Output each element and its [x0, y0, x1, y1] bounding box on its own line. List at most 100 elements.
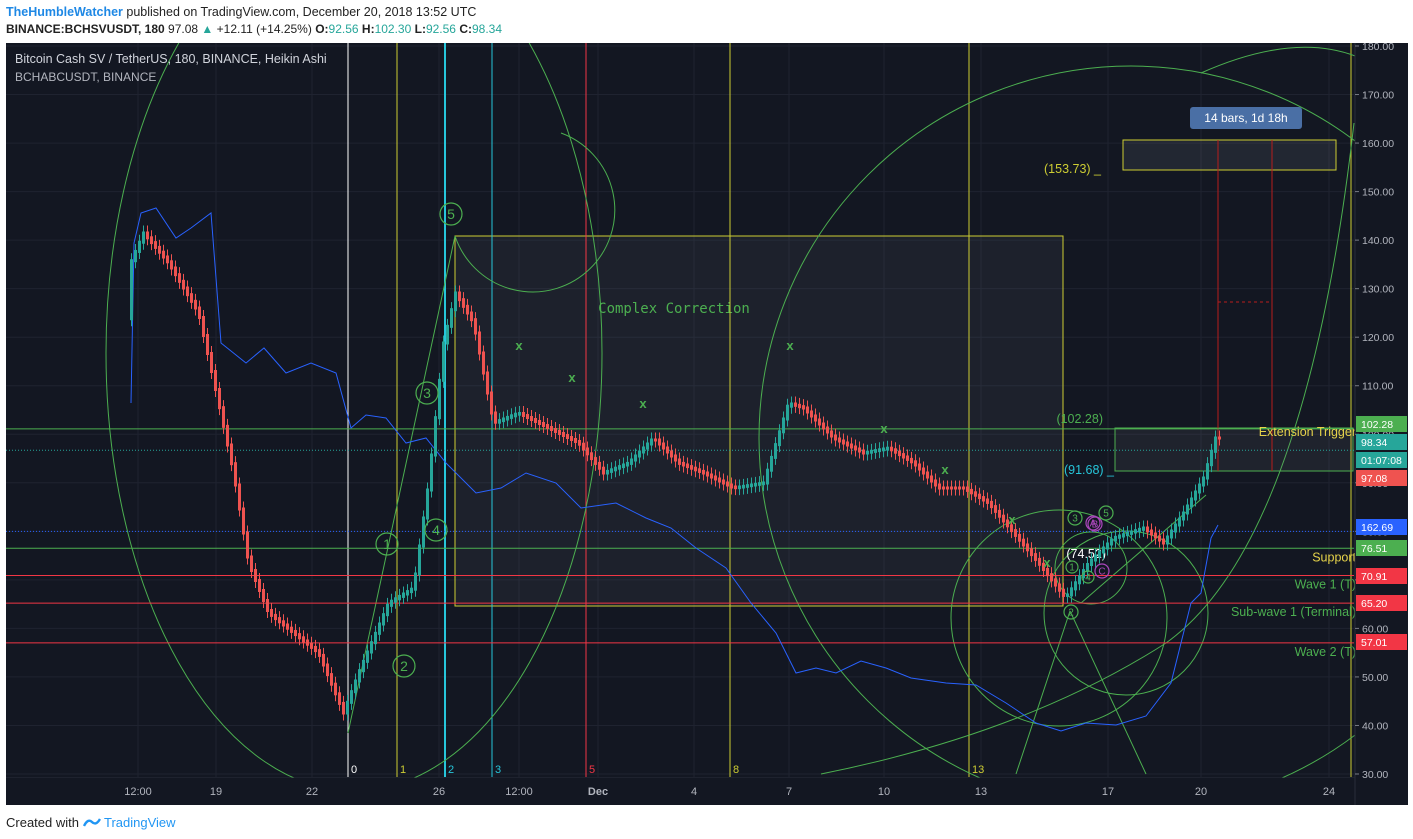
candle-body [1094, 554, 1097, 562]
candle-body [1074, 581, 1077, 591]
candle-body [1142, 526, 1145, 531]
candle-body [538, 420, 541, 425]
target-box [1122, 139, 1337, 171]
high-value: 102.30 [374, 22, 412, 36]
candle-body [810, 410, 813, 418]
candle-body [1130, 530, 1133, 535]
author-link[interactable]: TheHumbleWatcher [6, 5, 123, 19]
wave-label: 5 [447, 206, 455, 222]
candle-body [458, 291, 461, 302]
fib-ratio-label: (91.68) _ [1064, 463, 1115, 477]
candle-body [258, 579, 261, 592]
fib-circle-large [758, 65, 1408, 805]
candle-body [402, 592, 405, 598]
candle-body [530, 416, 533, 421]
candle-body [638, 450, 641, 458]
candle-body [374, 631, 377, 645]
fib-ratio-label: (102.28) [1056, 412, 1103, 426]
candle-body [450, 308, 453, 328]
candle-body [1026, 543, 1029, 552]
candle-body [1062, 588, 1065, 597]
price-tag-label: 57.01 [1361, 637, 1387, 649]
price-tag-bg [1356, 519, 1407, 535]
candle-body [614, 466, 617, 472]
candle-body [346, 700, 349, 715]
complex-correction-label: Complex Correction [598, 301, 750, 317]
candle-body [554, 428, 557, 433]
candle-body [574, 438, 577, 443]
candle-body [250, 555, 253, 572]
candle-body [1134, 529, 1137, 534]
candle-body [334, 682, 337, 696]
candle-body [166, 255, 169, 264]
price-tick-label: 130.00 [1362, 284, 1394, 296]
candle-body [822, 422, 825, 430]
candle-body [142, 231, 145, 244]
candle-body [970, 488, 973, 495]
candle-body [634, 454, 637, 462]
candle-body [866, 450, 869, 455]
candle-body [494, 411, 497, 424]
footer: Created with TradingView [0, 805, 1413, 839]
wave-trend-line [347, 235, 456, 734]
price-chart[interactable]: Complex Correction01235813214 bars, 1d 1… [6, 43, 1408, 805]
candle-body [618, 465, 621, 470]
candle-body [982, 496, 985, 502]
candle-body [830, 430, 833, 438]
wave-label-circle [424, 518, 448, 542]
candle-body [418, 544, 421, 576]
candle-body [154, 241, 157, 249]
abc-wave-label: A [1090, 519, 1097, 530]
time-tick-label: 22 [306, 786, 318, 798]
candle-body [442, 341, 445, 382]
ohlc-line: BINANCE:BCHSVUSDT, 180 97.08 ▲ +12.11 (+… [6, 22, 502, 36]
candle-body [786, 404, 789, 421]
candle-body [310, 642, 313, 649]
candle-body [770, 455, 773, 472]
candle-body [586, 447, 589, 456]
candle-body [466, 304, 469, 315]
candle-body [718, 477, 721, 483]
candle-body [1058, 583, 1061, 592]
wave-label-circle [375, 532, 399, 556]
correction-x-marker: x [786, 338, 794, 353]
candle-body [302, 636, 305, 643]
candle-body [994, 505, 997, 513]
correction-x-marker: x [639, 396, 647, 411]
chart-area[interactable]: Complex Correction01235813214 bars, 1d 1… [6, 43, 1408, 805]
candle-body [1210, 449, 1213, 467]
candle-body [326, 663, 329, 677]
candle-body [698, 468, 701, 473]
level-label: Extension Trigger [1259, 425, 1356, 439]
candle-body [654, 438, 657, 442]
brand-label[interactable]: TradingView [103, 815, 176, 830]
candle-body [1206, 463, 1209, 480]
sub-wave-label: 3 [1072, 514, 1078, 525]
candle-body [162, 250, 165, 259]
fib-time-label: 5 [589, 764, 595, 776]
fib-time-label: 1 [400, 764, 406, 776]
candle-body [174, 266, 177, 277]
low-value: 92.56 [425, 22, 456, 36]
candle-body [182, 279, 185, 290]
price-tag-label: 98.34 [1361, 437, 1387, 449]
candle-body [230, 443, 233, 466]
candle-body [434, 416, 437, 457]
candle-body [818, 418, 821, 426]
candle-body [210, 352, 213, 373]
candle-body [1202, 476, 1205, 487]
candle-body [678, 458, 681, 465]
time-tick-label: 13 [975, 786, 987, 798]
candle-body [214, 370, 217, 391]
candle-body [610, 468, 613, 473]
candle-body [394, 597, 397, 603]
price-tick-label: 110.00 [1362, 381, 1393, 393]
candle-body [802, 405, 805, 410]
candle-body [766, 468, 769, 485]
candle-body [1038, 557, 1041, 566]
candle-body [666, 446, 669, 454]
time-tick-label: 7 [786, 786, 792, 798]
candle-body [682, 461, 685, 467]
candle-body [1162, 538, 1165, 545]
candle-body [1214, 436, 1217, 453]
